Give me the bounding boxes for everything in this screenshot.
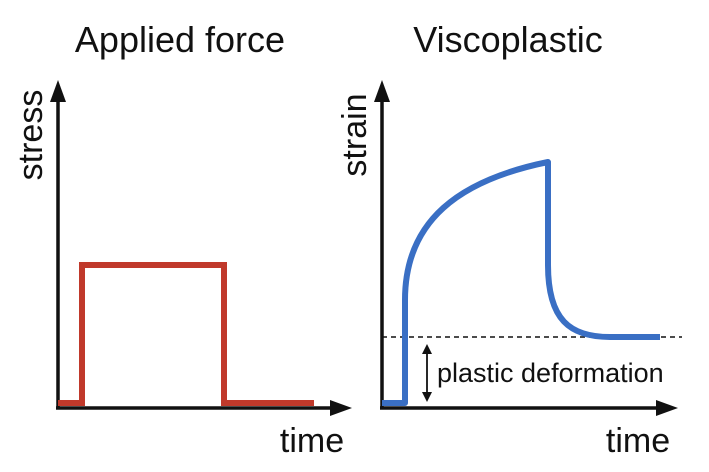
x-axis-arrow-left — [330, 400, 352, 416]
plastic-deformation-label: plastic deformation — [437, 358, 664, 388]
y-axis-arrow-right — [374, 80, 390, 102]
panel-applied-force: Applied force stress time — [12, 19, 352, 460]
y-axis-label-stress: stress — [12, 90, 50, 181]
x-axis-label-time-right: time — [606, 422, 670, 460]
y-axis-label-strain: strain — [336, 93, 374, 176]
x-axis-label-time-left: time — [280, 422, 344, 460]
panel-title-applied-force: Applied force — [75, 19, 285, 60]
panel-title-viscoplastic: Viscoplastic — [413, 19, 602, 60]
panel-viscoplastic: Viscoplastic strain time plastic deforma… — [336, 19, 682, 460]
plastic-deformation-arrow — [422, 344, 432, 402]
y-axis-arrow-left — [50, 80, 66, 102]
x-axis-arrow-right — [656, 400, 678, 416]
stress-pulse-curve — [58, 262, 314, 406]
strain-response-curve — [382, 159, 660, 406]
